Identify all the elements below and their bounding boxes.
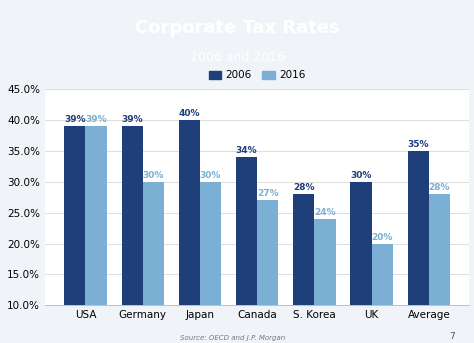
Text: 30%: 30% <box>200 171 221 180</box>
Bar <box>200 182 221 343</box>
Text: 34%: 34% <box>236 146 257 155</box>
Bar <box>314 219 336 343</box>
Text: 28%: 28% <box>428 183 450 192</box>
Text: 24%: 24% <box>314 208 336 217</box>
Bar <box>293 194 314 343</box>
Bar <box>257 200 278 343</box>
Text: Source: OECD and J.P. Morgan: Source: OECD and J.P. Morgan <box>180 335 285 341</box>
Bar <box>143 182 164 343</box>
Text: 7: 7 <box>449 332 455 341</box>
Bar <box>179 120 200 343</box>
Text: 35%: 35% <box>408 140 429 149</box>
Bar <box>121 126 143 343</box>
Text: 20%: 20% <box>372 233 393 242</box>
Bar <box>429 194 450 343</box>
Text: 30%: 30% <box>143 171 164 180</box>
Text: 40%: 40% <box>179 109 200 118</box>
Bar <box>85 126 107 343</box>
Bar <box>408 151 429 343</box>
Bar <box>350 182 372 343</box>
Text: 27%: 27% <box>257 189 279 199</box>
Text: Corporate Tax Rates: Corporate Tax Rates <box>135 19 339 37</box>
Legend: 2006, 2016: 2006, 2016 <box>205 66 310 85</box>
Text: 39%: 39% <box>85 115 107 125</box>
Bar <box>236 157 257 343</box>
Text: 39%: 39% <box>121 115 143 125</box>
Text: 30%: 30% <box>350 171 372 180</box>
Bar <box>64 126 85 343</box>
Text: 2006 and 2016: 2006 and 2016 <box>190 51 284 64</box>
Bar <box>372 244 393 343</box>
Text: 39%: 39% <box>64 115 86 125</box>
Text: 28%: 28% <box>293 183 315 192</box>
